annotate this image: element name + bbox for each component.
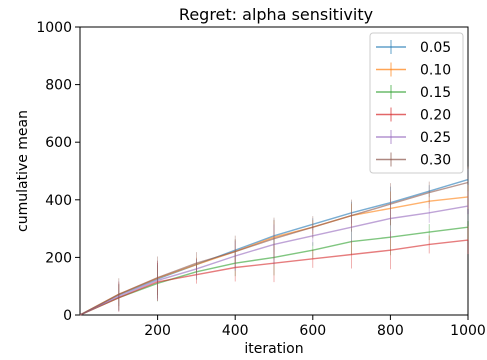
legend-label-0.30: 0.30: [420, 153, 451, 169]
y-tick-label: 0: [63, 308, 72, 324]
x-tick-label: 800: [377, 323, 404, 339]
legend-frame: [369, 32, 464, 174]
series-line-0.15: [79, 226, 469, 316]
y-axis-label: cumulative mean: [15, 110, 31, 232]
y-tick-label: 800: [45, 78, 72, 94]
y-tick-label: 1000: [36, 20, 72, 36]
legend-label-0.15: 0.15: [420, 85, 451, 101]
series-line-0.20: [79, 239, 469, 316]
y-axis-ticks: 0 200 400 600 800 1000: [36, 20, 80, 324]
x-axis-label: iteration: [244, 341, 303, 357]
legend: 0.05 0.10 0.15 0.20 0.25 0.30: [369, 32, 464, 174]
x-tick-label: 200: [144, 323, 171, 339]
series-line-0.25: [79, 205, 469, 316]
y-tick-label: 400: [45, 193, 72, 209]
x-axis-ticks: 200 400 600 800 1000: [144, 315, 486, 339]
y-tick-label: 600: [45, 135, 72, 151]
plot-frame: [79, 26, 469, 316]
series-line-0.05: [79, 178, 469, 316]
series-layer: [79, 166, 469, 316]
x-tick-label: 600: [299, 323, 326, 339]
x-tick-label: 1000: [450, 323, 486, 339]
legend-label-0.10: 0.10: [420, 63, 451, 79]
legend-label-0.20: 0.20: [420, 108, 451, 124]
series-line-0.30: [79, 181, 469, 316]
legend-label-0.25: 0.25: [420, 130, 451, 146]
y-tick-label: 200: [45, 250, 72, 266]
legend-items: 0.05 0.10 0.15 0.20 0.25 0.30: [376, 40, 451, 169]
legend-label-0.05: 0.05: [420, 40, 451, 56]
plot-area: 200 400 600 800 1000 0 200 400 600 800 1000: [36, 20, 485, 339]
x-tick-label: 400: [222, 323, 249, 339]
chart-title: Regret: alpha sensitivity: [179, 5, 373, 24]
